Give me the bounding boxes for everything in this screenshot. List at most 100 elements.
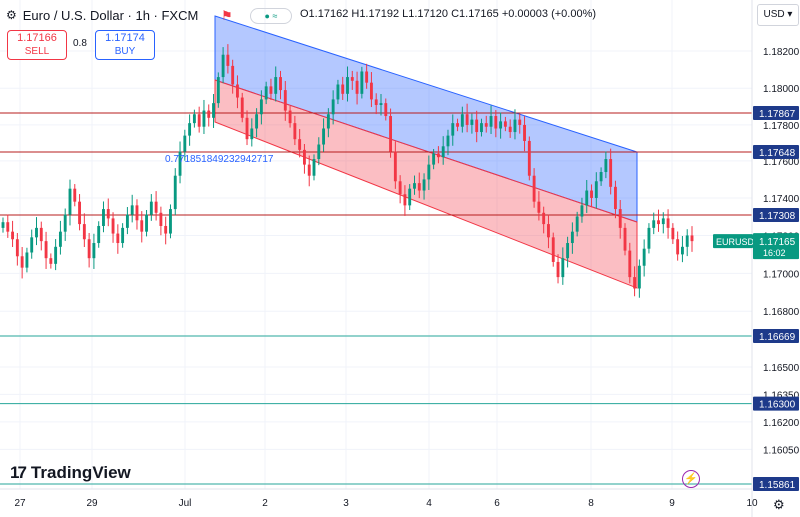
last-price-tag — [753, 233, 799, 260]
candle-body — [465, 114, 469, 125]
candle-body — [537, 201, 541, 213]
countdown-label: 16:02 — [763, 248, 786, 258]
time-tick-label: 3 — [343, 498, 349, 509]
candle-body — [379, 103, 383, 105]
candle-body — [680, 246, 684, 255]
level-tag-label: 1.17308 — [759, 211, 796, 222]
candle-body — [78, 201, 81, 225]
candle-body — [259, 99, 263, 115]
candle-body — [298, 139, 302, 150]
candle-body — [561, 258, 565, 278]
currency-selector[interactable]: USD ▾ — [757, 4, 799, 26]
time-tick-label: 8 — [588, 498, 594, 509]
candle-body — [236, 84, 239, 98]
symbol-title[interactable]: Euro / U.S. Dollar · 1h · FXCM — [22, 7, 199, 23]
bolt-icon[interactable]: ⚡ — [682, 470, 700, 488]
candle-body — [192, 114, 196, 124]
candle-body — [317, 144, 321, 160]
level-tag-label: 1.17648 — [759, 148, 796, 159]
candle-body — [54, 246, 58, 264]
time-axis: 27 29 Jul 2 3 4 6 8 9 10 — [14, 498, 758, 509]
candle-body — [11, 231, 15, 240]
candle-body — [125, 214, 129, 228]
candle-body — [594, 181, 598, 198]
candle-body — [20, 256, 24, 268]
candle-body — [250, 128, 254, 140]
indicator-toggle[interactable]: ● ≈ — [250, 8, 292, 24]
candle-body — [427, 164, 431, 180]
tradingview-logo[interactable]: 17 TradingView — [10, 463, 131, 483]
candle-body — [1, 222, 5, 228]
candle-body — [369, 82, 373, 100]
candle-body — [413, 183, 416, 189]
candle-body — [326, 114, 330, 129]
settings-gear-icon[interactable]: ⚙ — [773, 497, 785, 512]
candle-body — [456, 123, 459, 127]
candle-body — [87, 239, 91, 259]
candle-body — [441, 146, 445, 158]
candle-body — [618, 209, 622, 228]
time-tick-label: Jul — [179, 498, 192, 509]
time-tick-label: 29 — [86, 498, 98, 509]
level-tag-label: 1.16669 — [759, 332, 796, 343]
candle-body — [489, 116, 493, 127]
candle-body — [58, 231, 62, 247]
candle-body — [499, 121, 503, 129]
candle-body — [140, 220, 144, 232]
logo-text: TradingView — [30, 463, 131, 482]
ohlc-readout: O1.17162 H1.17192 L1.17120 C1.17165 +0.0… — [300, 8, 597, 20]
candle-body — [547, 224, 550, 238]
candle-body — [575, 216, 579, 232]
price-tags: 1.17867 1.17648 1.17308 1.16669 1.16300 1.158… — [713, 106, 799, 491]
candle-body — [403, 194, 407, 206]
last-price-label: 1.17165 — [759, 237, 796, 248]
candle-body — [197, 114, 201, 127]
candle-body — [341, 84, 345, 94]
candle-body — [666, 218, 670, 228]
candle-body — [82, 224, 86, 240]
candle-body — [97, 225, 101, 244]
candle-body — [164, 225, 168, 234]
candle-body — [494, 116, 498, 129]
candle-body — [145, 214, 148, 232]
candle-body — [307, 164, 311, 176]
candle-body — [178, 151, 182, 176]
price-tick-label: 1.16800 — [763, 307, 800, 318]
level-tag — [753, 145, 799, 159]
candle-body — [355, 80, 359, 94]
price-tick-label: 1.17000 — [763, 269, 800, 280]
buy-price: 1.17174 — [105, 32, 145, 44]
chart-header: ⚙ Euro / U.S. Dollar · 1h · FXCM — [0, 5, 198, 25]
candle-body — [676, 239, 680, 255]
channel-lower-band — [214, 79, 638, 289]
candle-body — [39, 227, 43, 242]
candle-body — [451, 123, 455, 136]
candle-body — [365, 71, 369, 83]
flag-icon[interactable]: ⚑ — [221, 8, 233, 23]
candle-body — [609, 159, 613, 187]
level-tag-label: 1.17867 — [759, 109, 796, 120]
candle-body — [30, 237, 34, 253]
candle-body — [25, 252, 29, 268]
fib-annotation: 0.771851849232942717 — [165, 154, 274, 165]
candle-body — [336, 84, 340, 100]
time-tick-label: 6 — [494, 498, 500, 509]
candle-body — [642, 248, 646, 266]
candle-body — [633, 277, 637, 289]
time-tick-label: 10 — [746, 498, 758, 509]
candle-body — [207, 110, 211, 118]
level-tag — [753, 208, 799, 222]
candle-body — [480, 123, 483, 133]
candle-body — [623, 227, 627, 251]
level-tag-label: 1.15861 — [759, 480, 796, 491]
price-tick-label: 1.16500 — [763, 363, 800, 374]
sell-button[interactable]: 1.17166 SELL — [7, 30, 67, 60]
candle-body — [121, 227, 125, 244]
candle-body — [154, 201, 158, 213]
candle-body — [288, 110, 292, 124]
level-tag — [753, 396, 799, 411]
buy-button[interactable]: 1.17174 BUY — [95, 30, 155, 60]
candle-body — [216, 77, 220, 104]
candle-body — [508, 126, 512, 133]
